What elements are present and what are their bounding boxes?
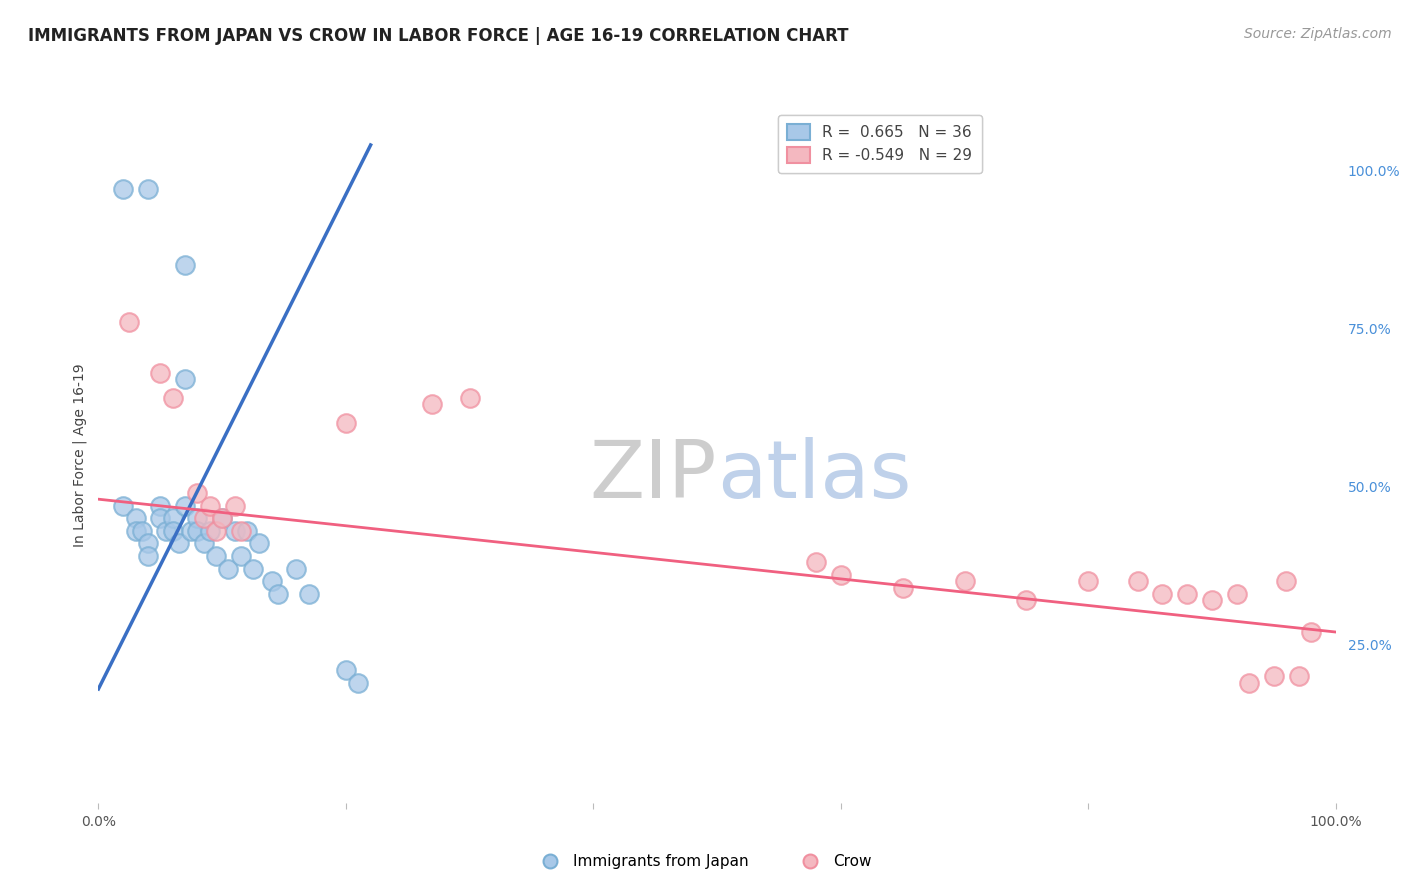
Text: Source: ZipAtlas.com: Source: ZipAtlas.com: [1244, 27, 1392, 41]
Point: [211, 511, 233, 525]
Point: [174, 499, 197, 513]
Point: [260, 574, 283, 589]
Point: [247, 536, 270, 550]
Point: [804, 556, 827, 570]
Point: [112, 499, 135, 513]
Point: [167, 536, 190, 550]
Point: [198, 524, 221, 538]
Point: [131, 524, 153, 538]
Point: [1226, 587, 1249, 601]
Point: [298, 587, 321, 601]
Point: [193, 511, 215, 525]
Point: [830, 568, 852, 582]
Point: [193, 536, 215, 550]
Point: [1275, 574, 1298, 589]
Point: [217, 562, 239, 576]
Text: ZIP: ZIP: [589, 437, 717, 515]
Point: [285, 562, 308, 576]
Point: [205, 524, 228, 538]
Point: [186, 486, 208, 500]
Point: [242, 562, 264, 576]
Text: IMMIGRANTS FROM JAPAN VS CROW IN LABOR FORCE | AGE 16-19 CORRELATION CHART: IMMIGRANTS FROM JAPAN VS CROW IN LABOR F…: [28, 27, 849, 45]
Point: [186, 511, 208, 525]
Point: [224, 499, 246, 513]
Point: [1077, 574, 1099, 589]
Point: [174, 372, 197, 386]
Point: [162, 511, 184, 525]
Point: [186, 524, 208, 538]
Point: [211, 511, 233, 525]
Point: [149, 366, 172, 380]
Point: [236, 524, 259, 538]
Point: [422, 397, 444, 411]
Point: [205, 549, 228, 563]
Point: [1299, 625, 1322, 640]
Point: [1126, 574, 1149, 589]
Point: [891, 581, 914, 595]
Point: [136, 549, 159, 563]
Point: [149, 511, 172, 525]
Point: [124, 511, 146, 525]
Point: [1288, 669, 1310, 683]
Point: [1015, 593, 1038, 607]
Point: [335, 663, 357, 677]
Point: [229, 524, 252, 538]
Point: [953, 574, 976, 589]
Point: [118, 315, 141, 329]
Point: [1201, 593, 1223, 607]
Point: [136, 182, 159, 196]
Legend: Immigrants from Japan, Crow: Immigrants from Japan, Crow: [529, 848, 877, 875]
Point: [1152, 587, 1174, 601]
Point: [180, 524, 202, 538]
Point: [267, 587, 290, 601]
Point: [347, 675, 370, 690]
Point: [136, 536, 159, 550]
Point: [1237, 675, 1260, 690]
Point: [112, 182, 135, 196]
Point: [229, 549, 252, 563]
Point: [162, 524, 184, 538]
Point: [198, 499, 221, 513]
Point: [224, 524, 246, 538]
Point: [124, 524, 146, 538]
Point: [155, 524, 177, 538]
Point: [174, 258, 197, 272]
Point: [162, 391, 184, 405]
Point: [149, 499, 172, 513]
Point: [458, 391, 481, 405]
Point: [1263, 669, 1285, 683]
Point: [335, 417, 357, 431]
Legend: R =  0.665   N = 36, R = -0.549   N = 29: R = 0.665 N = 36, R = -0.549 N = 29: [778, 115, 981, 173]
Point: [1175, 587, 1198, 601]
Y-axis label: In Labor Force | Age 16-19: In Labor Force | Age 16-19: [73, 363, 87, 547]
Text: atlas: atlas: [717, 437, 911, 515]
